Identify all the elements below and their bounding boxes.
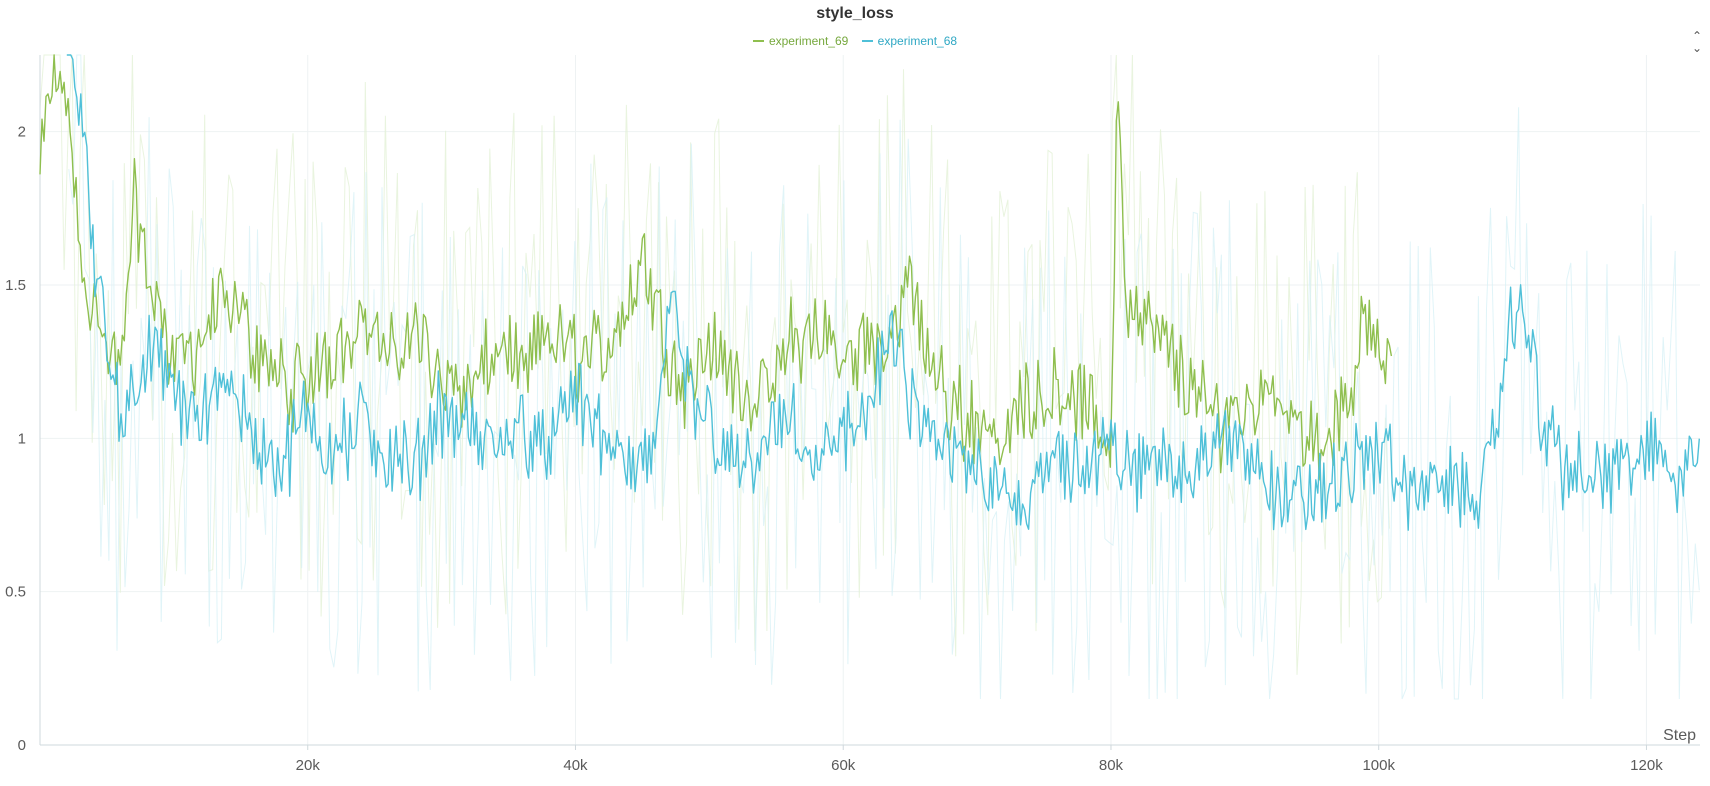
x-tick-label: 120k [1630,757,1663,774]
legend-swatch-experiment-68 [861,40,873,42]
chart-title: style_loss [816,5,894,22]
sort-toggle-icon[interactable]: ⌃ ⌄ [1691,29,1702,55]
y-tick-label: 0.5 [5,584,26,601]
y-tick-label: 1 [18,430,26,447]
tick-labels: 0 0.5 1 1.5 2 20k 40k 60k 80k 100k 120k [5,124,1663,774]
y-tick-label: 0 [18,737,26,754]
grid [40,55,1700,745]
raw-line-experiment_68 [68,54,1700,700]
series-lines [39,54,1700,531]
y-tick-label: 2 [18,124,26,141]
legend-swatch-experiment-69 [752,40,764,42]
legend-item-experiment-69[interactable]: experiment_69 [752,34,849,48]
series-line-experiment_68[interactable] [66,54,1700,531]
legend-item-experiment-68[interactable]: experiment_68 [861,34,958,48]
x-tick-label: 80k [1099,757,1124,774]
legend: experiment_69 experiment_68 [0,31,1710,48]
y-tick-label: 1.5 [5,277,26,294]
x-tick-label: 20k [296,757,321,774]
raw-data-shadow [39,54,1700,700]
x-tick-label: 100k [1362,757,1395,774]
x-axis-label: Step [1663,727,1696,744]
axes [39,55,1700,746]
x-tick-label: 40k [563,757,588,774]
legend-label-experiment-69: experiment_69 [768,34,849,48]
series-line-experiment_69[interactable] [39,54,1393,481]
legend-label-experiment-68: experiment_68 [877,34,958,48]
x-tick-label: 60k [831,757,856,774]
raw-line-experiment_69 [39,54,1390,675]
